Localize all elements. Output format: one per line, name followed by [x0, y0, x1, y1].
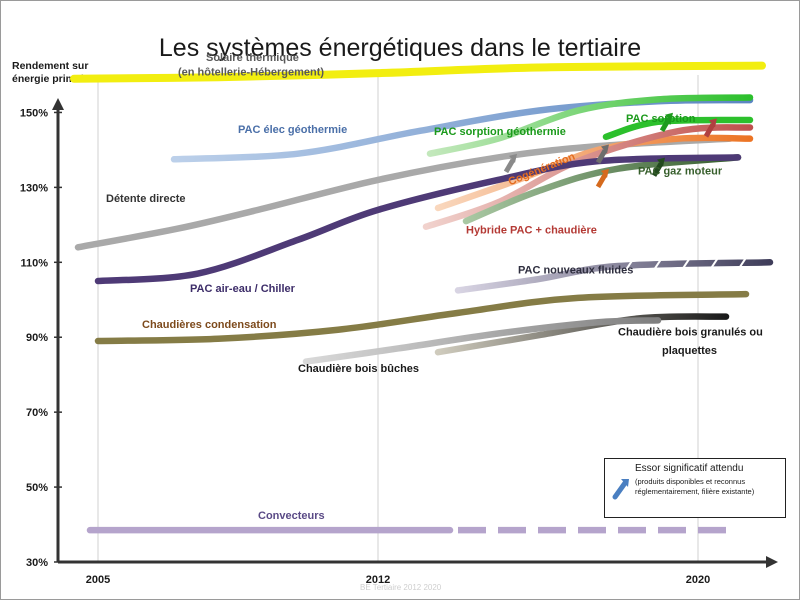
annotation-label: Détente directe	[106, 193, 185, 205]
trend-arrow-shaft	[703, 123, 716, 138]
trend-arrow-shaft	[595, 149, 608, 164]
annotation-label: Chaudières condensation	[142, 319, 277, 331]
series-line-3	[602, 116, 754, 141]
y-tick-label: 50%	[26, 482, 48, 494]
trend-arrow-shaft	[659, 117, 672, 132]
hatch-mark	[653, 257, 663, 271]
series-line-2	[426, 94, 754, 157]
y-tick-label: 30%	[26, 557, 48, 569]
annotation-label: Chaudière bois granulés ou	[618, 327, 763, 339]
y-tick-label: 110%	[20, 257, 48, 269]
annotation-label: PAC sorption	[626, 113, 696, 125]
hatch-mark	[625, 257, 635, 271]
x-tick-label: 2020	[686, 574, 710, 586]
y-tick-label: 150%	[20, 107, 48, 119]
annotation-label: PAC air-eau / Chiller	[190, 283, 296, 295]
series-line-5	[434, 134, 754, 212]
annotation-labels: Solaire thermique (en hôtellerie-Hébergem…	[106, 52, 763, 522]
annotation-label: plaquettes	[662, 345, 717, 357]
x-axis-arrow	[766, 556, 778, 568]
legend-title: Essor significatif attendu	[635, 463, 744, 474]
annotation-label: Chaudière bois bûches	[298, 363, 419, 375]
hatch-mark	[709, 257, 719, 271]
series-line-11	[434, 313, 730, 356]
series-line-0	[70, 61, 766, 83]
series-group	[70, 61, 774, 534]
trend-arrow-head	[657, 157, 665, 167]
trend-arrow-head	[601, 144, 609, 154]
annotation-label: PAC sorption géothermie	[434, 126, 566, 138]
trend-arrows	[503, 112, 717, 189]
footer-watermark: BE Tertiaire 2012 2020	[360, 583, 442, 592]
trend-arrow-shaft	[503, 158, 516, 174]
hatch-mark	[737, 257, 747, 271]
trend-arrow-head	[665, 112, 673, 122]
hatch-mark	[681, 257, 691, 271]
arrow-up-right-icon	[612, 479, 629, 500]
y-axis-arrow	[52, 98, 64, 110]
legend-subtitle: (produits disponibles et reconnus réglem…	[635, 477, 755, 496]
x-tick-label: 2012	[366, 574, 390, 586]
chart-title: Les systèmes énergétiques dans le tertia…	[158, 34, 642, 62]
trend-arrow-shaft	[651, 162, 664, 177]
series-line-12	[302, 317, 662, 365]
trend-arrow-head	[601, 168, 609, 178]
x-tick-label: 2005	[86, 574, 110, 586]
annotation-label: (en hôtellerie-Hébergement)	[178, 67, 324, 79]
annotation-label: PAC nouveaux fluides	[518, 265, 633, 277]
series-line-4	[74, 135, 734, 251]
legend-box: Essor significatif attendu (produits dis…	[604, 458, 786, 518]
annotation-label: PAC élec géothermie	[238, 124, 347, 136]
annotation-label: Solaire thermique	[206, 52, 299, 64]
y-tick-label: 130%	[20, 182, 48, 194]
trend-arrow-head	[509, 153, 517, 163]
annotation-label: PAC gaz moteur	[638, 166, 723, 178]
y-tick-label: 70%	[26, 407, 48, 419]
trend-arrow-head	[709, 118, 717, 128]
trend-arrow-shaft	[595, 173, 608, 189]
y-tick-label: 90%	[26, 332, 48, 344]
axes: 30% 50% 70% 90% 110% 130% 150% 2005 2012 2020	[20, 98, 778, 586]
annotation-label: Hybride PAC + chaudière	[466, 224, 597, 236]
annotation-label: Convecteurs	[258, 510, 325, 522]
series-line-10	[94, 290, 750, 345]
